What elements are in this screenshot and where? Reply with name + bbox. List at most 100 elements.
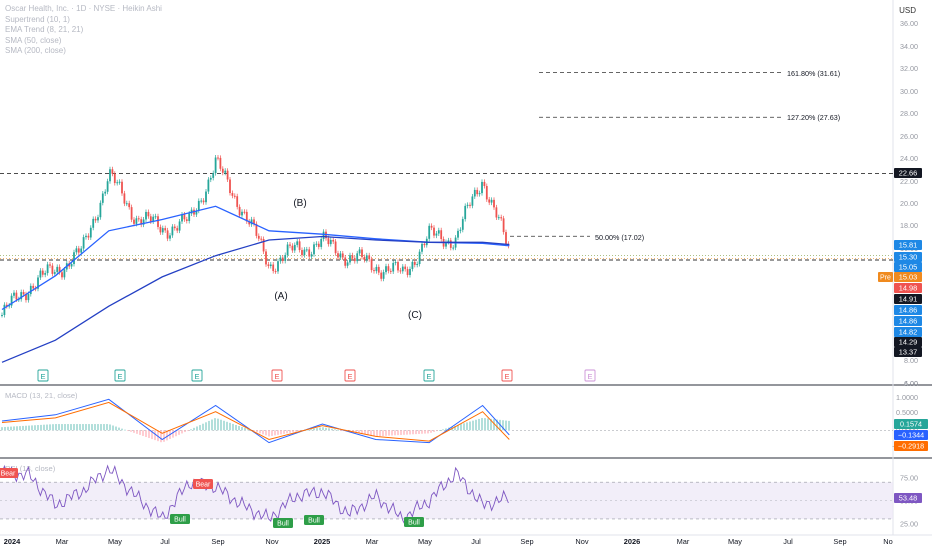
candle-body <box>481 181 483 194</box>
macd-value-tag[interactable]: −0.1344 <box>898 431 924 440</box>
rsi-signal-label[interactable]: Bear <box>196 482 211 489</box>
macd-axis-tick: 1.0000 <box>896 393 918 402</box>
candle-body <box>85 235 87 238</box>
price-tag-bg[interactable] <box>894 240 922 250</box>
price-tag-bg[interactable] <box>894 294 922 304</box>
earnings-marker-label[interactable]: E <box>117 372 122 381</box>
price-tag-value[interactable]: 15.05 <box>899 263 918 272</box>
earnings-marker-box[interactable] <box>114 369 126 382</box>
price-tag-value[interactable]: 14.86 <box>899 317 918 326</box>
macd-value-tag[interactable]: −0.2918 <box>898 442 924 451</box>
rsi-signal-label[interactable]: Bull <box>277 521 289 528</box>
indicator-ema-trend[interactable]: EMA Trend (8, 21, 21) <box>5 25 84 35</box>
price-tag-bg[interactable] <box>894 327 922 337</box>
earnings-marker-label[interactable]: E <box>40 372 45 381</box>
candle-body <box>22 292 25 295</box>
candle-body <box>200 200 203 202</box>
earnings-marker-label[interactable]: E <box>426 372 431 381</box>
candle-body <box>490 199 493 203</box>
rsi-signal-badge[interactable] <box>273 518 293 528</box>
earnings-marker-box[interactable] <box>191 369 203 382</box>
rsi-signal-label[interactable]: Bear <box>1 471 16 478</box>
macd-signal-line <box>1 401 510 442</box>
candle-body <box>20 292 23 300</box>
rsi-value-tag[interactable]: 53.48 <box>899 494 918 503</box>
rsi-value-tag-bg[interactable] <box>894 493 922 503</box>
macd-value-tag-bg[interactable] <box>894 419 928 429</box>
earnings-marker-label[interactable]: E <box>274 372 279 381</box>
macd-hist-bar <box>421 430 423 434</box>
earnings-marker-box[interactable] <box>501 369 513 382</box>
price-tag-bg[interactable] <box>894 262 922 272</box>
candle-body <box>272 264 275 272</box>
price-tag-bg[interactable] <box>894 168 922 178</box>
earnings-marker-label[interactable]: E <box>194 372 199 381</box>
rsi-signal-label[interactable]: Bull <box>174 517 186 524</box>
candle-body <box>209 177 212 180</box>
macd-hist-bar <box>127 430 129 432</box>
macd-hist-bar <box>166 430 168 441</box>
macd-value-tag[interactable]: 0.1574 <box>900 420 922 429</box>
candle-body <box>128 203 131 208</box>
macd-value-tag-bg[interactable] <box>894 441 928 451</box>
price-tag-bg[interactable] <box>894 283 922 293</box>
rsi-signal-badge[interactable] <box>304 515 324 525</box>
price-tag-bg[interactable] <box>894 305 922 315</box>
price-axis-tick: 4.00 <box>904 379 918 388</box>
price-tag-value[interactable]: 15.30 <box>899 253 918 262</box>
price-tag-value[interactable]: 22.66 <box>899 169 918 178</box>
rsi-signal-label[interactable]: Bull <box>308 518 320 525</box>
price-tag-value[interactable]: 14.91 <box>899 295 918 304</box>
pre-tag-bg[interactable] <box>878 272 893 282</box>
rsi-signal-badge[interactable] <box>0 468 18 478</box>
indicator-sma-200[interactable]: SMA (200, close) <box>5 46 66 56</box>
earnings-marker-label[interactable]: E <box>504 372 509 381</box>
price-tag-bg[interactable] <box>894 337 922 347</box>
candle-body <box>296 241 299 245</box>
earnings-marker-box[interactable] <box>584 369 596 382</box>
macd-value-tag-bg[interactable] <box>894 430 928 440</box>
price-tag-bg[interactable] <box>894 316 922 326</box>
earnings-marker-label[interactable]: E <box>347 372 352 381</box>
price-tag-value[interactable]: 15.81 <box>899 241 918 250</box>
price-tag-bg[interactable] <box>894 347 922 357</box>
macd-hist-bar <box>136 430 138 434</box>
earnings-marker-box[interactable] <box>271 369 283 382</box>
candle-body <box>493 199 495 208</box>
price-tag-value[interactable]: 14.29 <box>899 338 918 347</box>
candle-body <box>313 244 315 255</box>
price-tag-value[interactable]: 13.37 <box>899 348 918 357</box>
candle-body <box>368 255 371 260</box>
candle-body <box>13 292 15 296</box>
symbol-title[interactable]: Oscar Health, Inc. · 1D · NYSE · Heikin … <box>5 4 162 13</box>
candle-body <box>301 250 303 256</box>
rsi-signal-badge[interactable] <box>170 514 190 524</box>
indicator-supertrend[interactable]: Supertrend (10, 1) <box>5 14 70 24</box>
macd-hist-bar <box>427 430 429 434</box>
macd-hist-bar <box>295 430 297 432</box>
price-tag-value[interactable]: 14.82 <box>899 328 918 337</box>
macd-hist-bar <box>229 422 231 431</box>
earnings-marker-label[interactable]: E <box>587 372 592 381</box>
price-tag-value[interactable]: 14.98 <box>899 284 918 293</box>
rsi-signal-badge[interactable] <box>193 479 213 489</box>
price-tag-bg[interactable] <box>894 252 922 262</box>
macd-hist-bar <box>268 430 270 437</box>
indicator-sma-50[interactable]: SMA (50, close) <box>5 35 62 45</box>
earnings-marker-box[interactable] <box>423 369 435 382</box>
pre-tag-label[interactable]: Pre <box>880 275 891 282</box>
earnings-marker-box[interactable] <box>37 369 49 382</box>
macd-hist-bar <box>97 424 99 431</box>
candle-body <box>39 270 42 278</box>
candle-body <box>452 247 455 249</box>
price-tag-value[interactable]: 14.86 <box>899 306 918 315</box>
candle-body <box>166 230 169 239</box>
macd-hist-bar <box>82 424 84 431</box>
candle-body <box>279 257 282 262</box>
price-tag-value[interactable]: 15.03 <box>899 273 918 282</box>
rsi-signal-label[interactable]: Bull <box>408 520 420 527</box>
rsi-signal-badge[interactable] <box>404 517 424 527</box>
earnings-marker-box[interactable] <box>344 369 356 382</box>
price-tag-bg[interactable] <box>894 272 922 282</box>
